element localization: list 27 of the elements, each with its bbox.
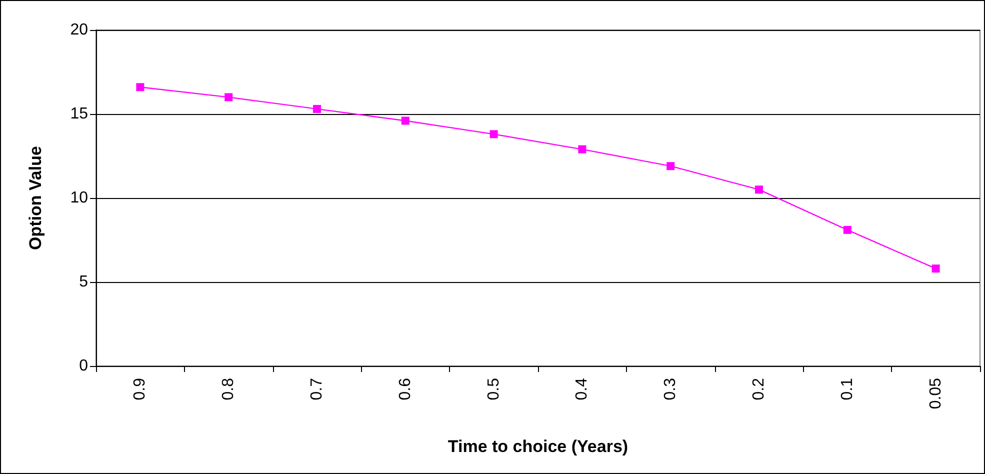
x-axis-title: Time to choice (Years) (448, 437, 628, 456)
x-tick-label: 0.1 (838, 378, 856, 400)
y-tick-label: 15 (70, 106, 88, 122)
y-tick-label: 5 (79, 274, 88, 290)
x-tick-label: 0.3 (662, 378, 680, 400)
y-tick-label: 0 (79, 358, 88, 374)
point (401, 116, 410, 125)
x-tick-label: 0.2 (750, 378, 768, 400)
point (224, 93, 233, 102)
x-tick-label: 0.05 (927, 378, 944, 410)
point (666, 162, 675, 170)
point (136, 83, 144, 92)
point (490, 130, 498, 138)
x-tick-label: 0.8 (220, 378, 238, 400)
point (755, 186, 763, 194)
y-axis-title: Option Value (26, 146, 45, 250)
point (843, 226, 852, 234)
y-tick-label: 10 (70, 190, 88, 206)
point (932, 264, 940, 273)
point (578, 145, 586, 154)
x-tick-label: 0.6 (396, 378, 414, 400)
x-tick-label: 0.4 (574, 378, 591, 400)
point (313, 104, 321, 113)
x-tick-label: 0.5 (485, 378, 502, 400)
y-tick-label: 20 (70, 22, 88, 38)
x-tick-label: 0.9 (132, 378, 149, 400)
x-tick-label: 0.7 (308, 378, 326, 400)
